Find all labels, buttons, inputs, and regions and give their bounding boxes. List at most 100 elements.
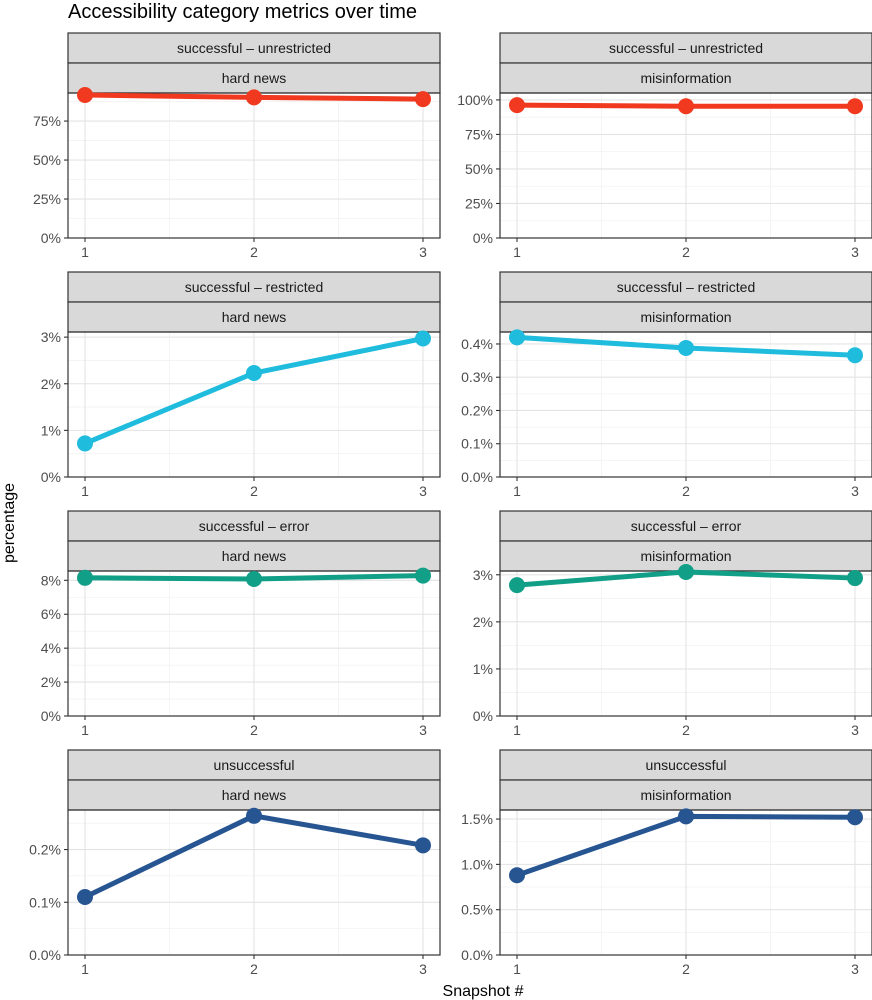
x-tick-label: 3 bbox=[419, 244, 427, 260]
strip-col-label: misinformation bbox=[640, 548, 731, 564]
strip-row-label-box bbox=[499, 510, 872, 542]
strip-col-label-box bbox=[499, 62, 872, 94]
data-point bbox=[246, 365, 262, 382]
x-tick-label: 1 bbox=[513, 244, 521, 260]
x-tick-label: 2 bbox=[682, 961, 690, 977]
y-tick-label: 2% bbox=[473, 614, 493, 630]
data-point bbox=[678, 808, 694, 825]
panel-8: unsuccessful misinformation 0.0% 0.5% 1.0% 1.… bbox=[461, 749, 872, 977]
panel-6: successful – error misinformation 0% 1% 2% 3%… bbox=[473, 510, 872, 738]
y-tick-label: 4% bbox=[41, 640, 61, 656]
y-tick-label: 8% bbox=[41, 572, 61, 588]
y-tick-label: 0.1% bbox=[461, 436, 493, 452]
strip-col-label-box bbox=[499, 301, 872, 333]
data-point bbox=[847, 570, 863, 587]
data-point bbox=[77, 569, 93, 586]
y-tick-label: 25% bbox=[33, 191, 61, 207]
data-point bbox=[509, 867, 525, 884]
panel-4: successful – restricted misinformation 0.0… bbox=[461, 271, 872, 499]
data-point bbox=[246, 570, 262, 587]
y-tick-label: 1% bbox=[41, 422, 61, 438]
y-tick-label: 75% bbox=[465, 126, 493, 142]
data-point bbox=[847, 347, 863, 364]
strip-row-label: unsuccessful bbox=[214, 757, 295, 773]
data-point bbox=[678, 98, 694, 115]
x-tick-label: 3 bbox=[851, 244, 859, 260]
data-point bbox=[678, 563, 694, 580]
strip-col-label: misinformation bbox=[640, 309, 731, 325]
y-tick-label: 0.1% bbox=[29, 894, 61, 910]
x-tick-label: 1 bbox=[513, 483, 521, 499]
x-tick-label: 2 bbox=[250, 244, 258, 260]
strip-row-label: successful – unrestricted bbox=[609, 40, 763, 56]
y-tick-label: 25% bbox=[465, 195, 493, 211]
strip-row-label: unsuccessful bbox=[646, 757, 727, 773]
x-tick-label: 2 bbox=[250, 722, 258, 738]
strip-col-label-box bbox=[67, 779, 441, 811]
data-point bbox=[847, 809, 863, 826]
x-tick-label: 1 bbox=[513, 961, 521, 977]
x-tick-label: 3 bbox=[851, 483, 859, 499]
strip-col-label: hard news bbox=[222, 787, 287, 803]
panel-2: successful – unrestricted misinformation 0… bbox=[457, 32, 872, 260]
panels-layer: successful – unrestricted hard news 0% 25% 5… bbox=[29, 32, 872, 977]
data-point bbox=[415, 837, 431, 854]
y-tick-label: 50% bbox=[33, 152, 61, 168]
strip-row-label-box bbox=[67, 271, 441, 303]
data-point bbox=[415, 567, 431, 584]
panel-7: unsuccessful hard news 0.0% 0.1% 0.2% 1 2 3 bbox=[29, 749, 441, 977]
x-tick-label: 2 bbox=[682, 483, 690, 499]
x-tick-label: 1 bbox=[81, 483, 89, 499]
strip-row-label-box bbox=[67, 32, 441, 64]
x-tick-label: 1 bbox=[81, 961, 89, 977]
y-tick-label: 2% bbox=[41, 376, 61, 392]
strip-row-label: successful – restricted bbox=[617, 279, 756, 295]
x-tick-label: 3 bbox=[419, 483, 427, 499]
strip-col-label: misinformation bbox=[640, 70, 731, 86]
y-tick-label: 0.0% bbox=[461, 947, 493, 963]
y-tick-label: 6% bbox=[41, 606, 61, 622]
y-tick-label: 0% bbox=[473, 230, 493, 246]
strip-col-label: misinformation bbox=[640, 787, 731, 803]
y-tick-label: 3% bbox=[41, 329, 61, 345]
panel-5: successful – error hard news 0% 2% 4% 6% 8% 1 2 3 bbox=[41, 510, 441, 738]
x-tick-label: 2 bbox=[250, 961, 258, 977]
y-tick-label: 0% bbox=[41, 230, 61, 246]
y-tick-label: 0% bbox=[41, 469, 61, 485]
data-point bbox=[847, 98, 863, 115]
panel-1: successful – unrestricted hard news 0% 25% 5… bbox=[33, 32, 441, 260]
strip-row-label: successful – restricted bbox=[185, 279, 324, 295]
y-tick-label: 0.2% bbox=[29, 842, 61, 858]
x-tick-label: 3 bbox=[419, 961, 427, 977]
y-tick-label: 3% bbox=[473, 567, 493, 583]
data-point bbox=[509, 329, 525, 346]
strip-col-label-box bbox=[499, 779, 872, 811]
strip-col-label: hard news bbox=[222, 309, 287, 325]
data-point bbox=[509, 97, 525, 114]
x-tick-label: 1 bbox=[81, 722, 89, 738]
x-tick-label: 2 bbox=[682, 244, 690, 260]
y-tick-label: 75% bbox=[33, 113, 61, 129]
strip-row-label: successful – unrestricted bbox=[177, 40, 331, 56]
data-point bbox=[678, 339, 694, 356]
y-tick-label: 100% bbox=[457, 92, 493, 108]
data-point bbox=[77, 87, 93, 104]
y-tick-label: 50% bbox=[465, 161, 493, 177]
strip-row-label: successful – error bbox=[631, 518, 742, 534]
y-tick-label: 0.0% bbox=[461, 469, 493, 485]
x-tick-label: 2 bbox=[682, 722, 690, 738]
strip-row-label-box bbox=[67, 510, 441, 542]
y-axis-title: percentage bbox=[1, 483, 18, 563]
strip-row-label: successful – error bbox=[199, 518, 310, 534]
y-tick-label: 0.0% bbox=[29, 947, 61, 963]
strip-row-label-box bbox=[499, 749, 872, 781]
strip-row-label-box bbox=[67, 749, 441, 781]
x-axis-title: Snapshot # bbox=[443, 983, 524, 1000]
panel-3: successful – restricted hard news 0% 1% 2% 3%… bbox=[41, 271, 441, 499]
strip-row-label-box bbox=[499, 32, 872, 64]
data-point bbox=[509, 577, 525, 594]
x-tick-label: 3 bbox=[419, 722, 427, 738]
x-tick-label: 3 bbox=[851, 722, 859, 738]
data-point bbox=[415, 330, 431, 347]
y-tick-label: 0.2% bbox=[461, 402, 493, 418]
